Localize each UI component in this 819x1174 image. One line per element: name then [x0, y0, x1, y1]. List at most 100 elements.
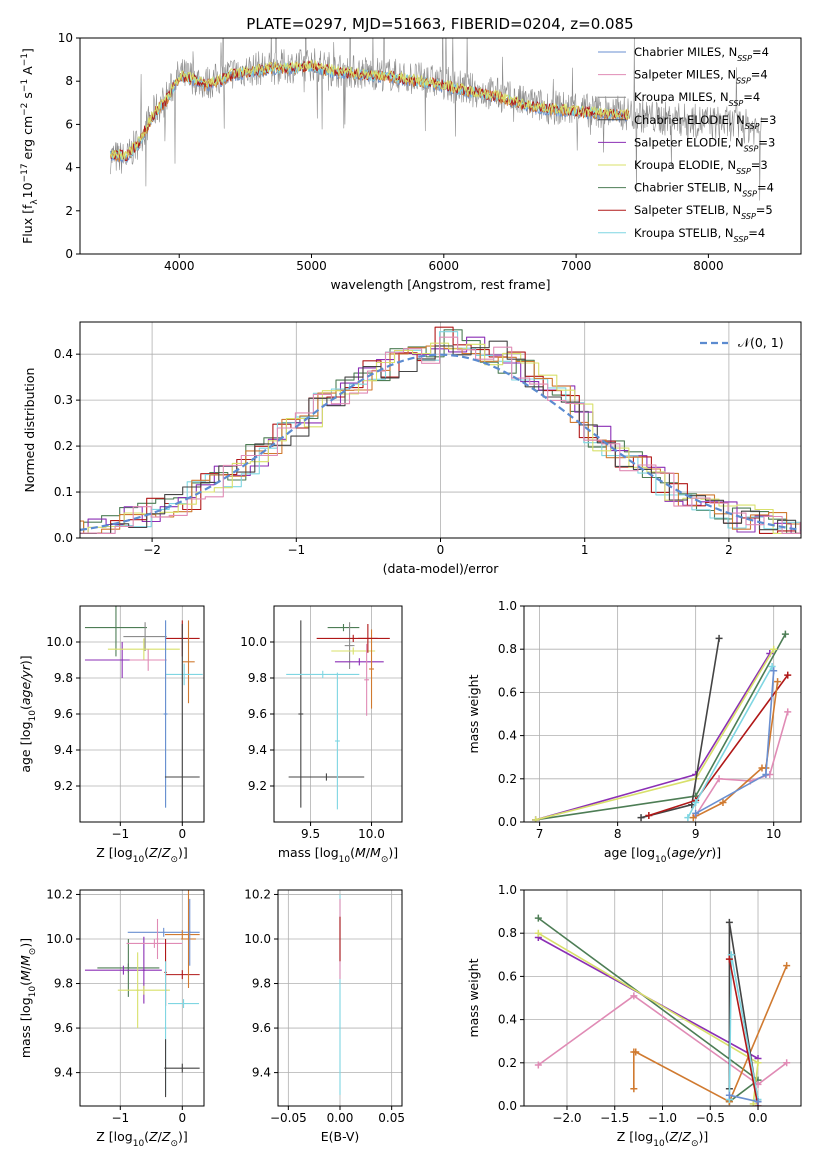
y-tick-label: 0.2	[498, 1056, 517, 1070]
axes-frame	[79, 889, 205, 1107]
x-axis-label-part: )]	[698, 1129, 708, 1144]
x-tick-label: −2.0	[552, 1111, 581, 1125]
errorbar	[164, 1039, 167, 1098]
x-tick-label: 0.00	[327, 1111, 354, 1125]
y-tick-label: 9.6	[252, 1021, 271, 1035]
x-axis-label-part: Z	[669, 1129, 679, 1144]
x-axis-label-part: (	[144, 1129, 149, 1144]
y-tick-label: 0.1	[54, 485, 73, 499]
x-axis-label-part: Z [log	[617, 1129, 653, 1144]
data-point	[534, 1061, 542, 1069]
data-point	[534, 914, 542, 922]
errorbar	[164, 970, 200, 980]
series	[725, 1091, 762, 1106]
y-tick-label: 0.0	[498, 815, 517, 829]
x-axis-label-part: (	[666, 845, 671, 860]
errorbar	[182, 620, 195, 704]
errorbar	[136, 952, 139, 1029]
y-tick-label: 9.6	[248, 707, 267, 721]
y-tick-label: 10.2	[244, 887, 271, 901]
y-axis-label-part: mass [log	[18, 997, 33, 1058]
y-axis-label-part: −17	[20, 163, 30, 182]
y-tick-label: 0.4	[498, 729, 517, 743]
y-axis-label-part: ⊙	[28, 948, 38, 956]
gaussian-curve	[80, 353, 801, 531]
legend-entry: Kroupa MILES, NSSP=4	[634, 90, 760, 108]
y-tick-label: 0.8	[498, 926, 517, 940]
data-point	[532, 816, 540, 822]
errorbar	[123, 622, 167, 651]
panel-mass-weight-vs-Z: −2.0 −1.5 −1.0 −0.5 0.0 0.0 0.2 0.4 0.6 0.8 1.0 mas…	[466, 883, 802, 1149]
plot-area-age-vs-Z	[84, 606, 203, 822]
y-axis-label-part: s	[20, 92, 35, 103]
data-point	[784, 671, 792, 679]
y-tick-label: 9.6	[54, 1021, 73, 1035]
x-tick-label: 2	[725, 543, 733, 557]
y-tick-label: 10.0	[240, 635, 267, 649]
legend-text: Kroupa STELIB, N	[634, 226, 734, 240]
series	[534, 914, 762, 1106]
data-point	[774, 678, 782, 686]
model-flux-line	[109, 59, 630, 161]
histogram-step	[80, 345, 801, 534]
data-point	[630, 1085, 638, 1093]
legend-text: Kroupa MILES, N	[634, 90, 729, 104]
legend-text: =4	[751, 68, 768, 82]
y-tick-label: 10.0	[46, 932, 73, 946]
y-axis-label-part: −1	[20, 53, 30, 66]
data-point	[725, 1091, 733, 1099]
y-axis-label: mass [log10(M/M⊙)]	[18, 938, 38, 1058]
legend-text: Salpeter STELIB, N	[634, 203, 741, 217]
x-tick-label: 1	[581, 543, 589, 557]
legend-entry: Kroupa ELODIE, NSSP=3	[634, 158, 768, 176]
x-axis-label-part: /	[158, 845, 163, 860]
observed-flux-line	[110, 38, 762, 201]
series-line	[537, 994, 788, 1086]
legend-text: SSP	[736, 76, 751, 85]
x-tick-label: 0	[178, 827, 186, 841]
x-axis-label-part: )]	[388, 845, 398, 860]
y-tick-label: 1.0	[498, 599, 517, 613]
axes-residuals: −2 −1 0 1 2 0.0 0.1 0.2 0.3 0.4 (data-model)/error…	[22, 321, 802, 576]
x-axis-label-part: (	[350, 845, 355, 860]
errorbar	[316, 634, 390, 642]
y-tick-label: 0.2	[54, 439, 73, 453]
y-tick-label: 10.0	[244, 932, 271, 946]
errorbar	[286, 670, 360, 678]
axes-mass-weight-vs-Z: −2.0 −1.5 −1.0 −0.5 0.0 0.0 0.2 0.4 0.6 0.8 1.0 mas…	[466, 883, 802, 1149]
series-line	[729, 1094, 759, 1103]
series	[692, 667, 778, 817]
y-axis-label-part: ]	[20, 48, 35, 53]
errorbar	[168, 999, 200, 1009]
legend-entry: Chabrier STELIB, NSSP=4	[634, 181, 774, 199]
axes-mass-vs-EBV: −0.05 0.00 0.05 9.4 9.6 9.8 10.0 10.2 E(B-V)	[244, 887, 405, 1144]
data-point	[632, 1048, 640, 1056]
y-tick-label: 8	[65, 74, 73, 88]
x-axis-label-part: (data-model)/error	[383, 561, 500, 576]
data-point	[754, 1059, 762, 1067]
x-axis-label-part: E(B-V)	[321, 1129, 360, 1144]
x-axis-label-part: )]	[178, 845, 188, 860]
x-tick-label: 6000	[429, 259, 460, 273]
x-axis-label-part: wavelength [Angstrom, rest frame]	[330, 277, 550, 292]
legend-text: Chabrier ELODIE, N	[634, 113, 745, 127]
legend-entry: Salpeter ELODIE, NSSP=3	[634, 135, 775, 153]
legend-gaussian-label: 𝒩(0, 1)	[738, 335, 784, 350]
legend-text: =4	[743, 90, 760, 104]
series-line	[535, 633, 787, 821]
errorbar	[127, 938, 130, 997]
y-axis-label-part: M	[18, 970, 33, 981]
y-axis-label-part: mass weight	[466, 958, 481, 1037]
y-axis-label: Flux [fλ10−17 erg cm−2 s−1 A−1]	[20, 48, 40, 244]
y-tick-label: 9.8	[54, 977, 73, 991]
errorbar	[117, 985, 170, 995]
y-axis-label: mass weight	[466, 958, 481, 1037]
legend-text: SSP	[742, 189, 757, 198]
x-tick-label: 8	[614, 827, 622, 841]
y-axis-label-part: −2	[20, 103, 30, 116]
legend-text: =4	[757, 181, 774, 195]
y-axis-label-part: age/yr	[18, 664, 33, 705]
